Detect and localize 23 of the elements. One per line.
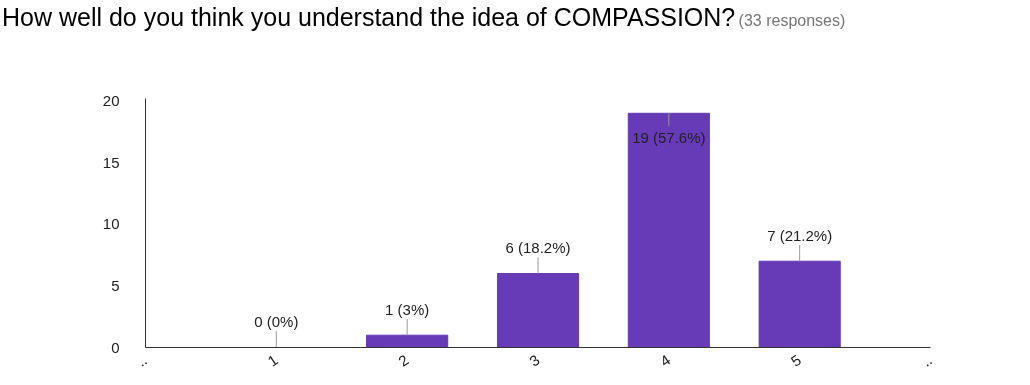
y-tick-label: 10	[102, 215, 120, 233]
chart-title: How well do you think you understand the idea of COMPASSION?	[2, 3, 736, 31]
data-label: 0 (0%)	[254, 313, 299, 331]
bar	[758, 260, 841, 348]
y-tick-label: 5	[111, 276, 120, 294]
data-label: 7 (21.2%)	[767, 226, 833, 244]
x-tick-label: 5	[787, 351, 805, 370]
data-label: 19 (57.6%)	[632, 128, 706, 146]
data-label: 1 (3%)	[385, 300, 430, 318]
x-tick-label: ..	[133, 351, 151, 370]
x-tick-label: 1	[264, 351, 281, 370]
x-tick-label: 3	[526, 351, 543, 370]
data-label: 6 (18.2%)	[505, 239, 571, 257]
x-tick-label: 4	[656, 351, 674, 370]
y-tick-label: 20	[102, 91, 120, 109]
bar	[496, 273, 580, 348]
x-tick-label: 2	[395, 351, 412, 370]
y-tick-label: 15	[102, 153, 120, 171]
x-tick-label: ..	[918, 351, 936, 370]
bar	[366, 334, 449, 348]
y-tick-label: 0	[111, 338, 120, 356]
bar	[627, 112, 710, 348]
chart-subtitle: (33 responses)	[738, 12, 846, 29]
